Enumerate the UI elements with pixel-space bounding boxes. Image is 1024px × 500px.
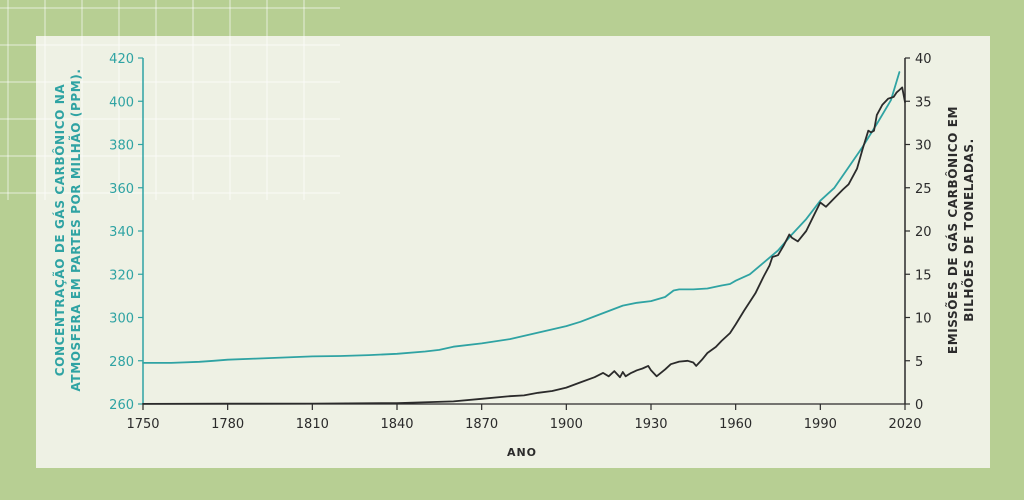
decorative-grid <box>0 0 340 200</box>
right-tick-label: 30 <box>915 139 932 154</box>
x-tick-label: 1840 <box>380 417 413 432</box>
right-tick-label: 20 <box>915 225 932 240</box>
left-tick-label: 400 <box>109 95 134 110</box>
x-tick-label: 1900 <box>550 417 583 432</box>
x-tick-label: 1780 <box>211 417 244 432</box>
x-tick-label: 1990 <box>804 417 837 432</box>
x-tick-label: 1960 <box>719 417 752 432</box>
left-tick-label: 340 <box>109 225 134 240</box>
right-axis-title-line-2: BILHÕES DE TONELADAS. <box>961 138 976 321</box>
x-tick-label: 1870 <box>465 417 498 432</box>
x-tick-label: 1810 <box>296 417 329 432</box>
x-tick-label: 2020 <box>888 417 921 432</box>
x-tick-label: 1930 <box>634 417 667 432</box>
right-tick-label: 15 <box>915 268 932 283</box>
right-axis-title-line-1: EMISSÕES DE GÁS CARBÔNICO EM <box>945 106 960 354</box>
left-tick-label: 260 <box>109 398 134 413</box>
left-tick-label: 420 <box>109 52 134 67</box>
left-axis-title-line-2: ATMOSFERA EM PARTES POR MILHÃO (PPM). <box>68 68 83 391</box>
right-tick-label: 10 <box>915 312 932 327</box>
series-line-co2-concentration <box>142 71 901 364</box>
left-tick-label: 300 <box>109 312 134 327</box>
x-tick-label: 1750 <box>126 417 159 432</box>
right-tick-label: 0 <box>915 398 923 413</box>
left-tick-label: 360 <box>109 182 134 197</box>
left-axis-title-line-1: CONCENTRAÇÃO DE GÁS CARBÔNICO NA <box>52 84 67 377</box>
left-tick-label: 380 <box>109 139 134 154</box>
right-tick-label: 40 <box>915 52 932 67</box>
left-tick-label: 320 <box>109 268 134 283</box>
right-tick-label: 5 <box>915 355 923 370</box>
left-tick-label: 280 <box>109 355 134 370</box>
right-tick-label: 35 <box>915 95 932 110</box>
right-tick-label: 25 <box>915 182 932 197</box>
series-line-co2-emissions <box>142 86 906 405</box>
x-axis-title: ANO <box>507 446 537 459</box>
